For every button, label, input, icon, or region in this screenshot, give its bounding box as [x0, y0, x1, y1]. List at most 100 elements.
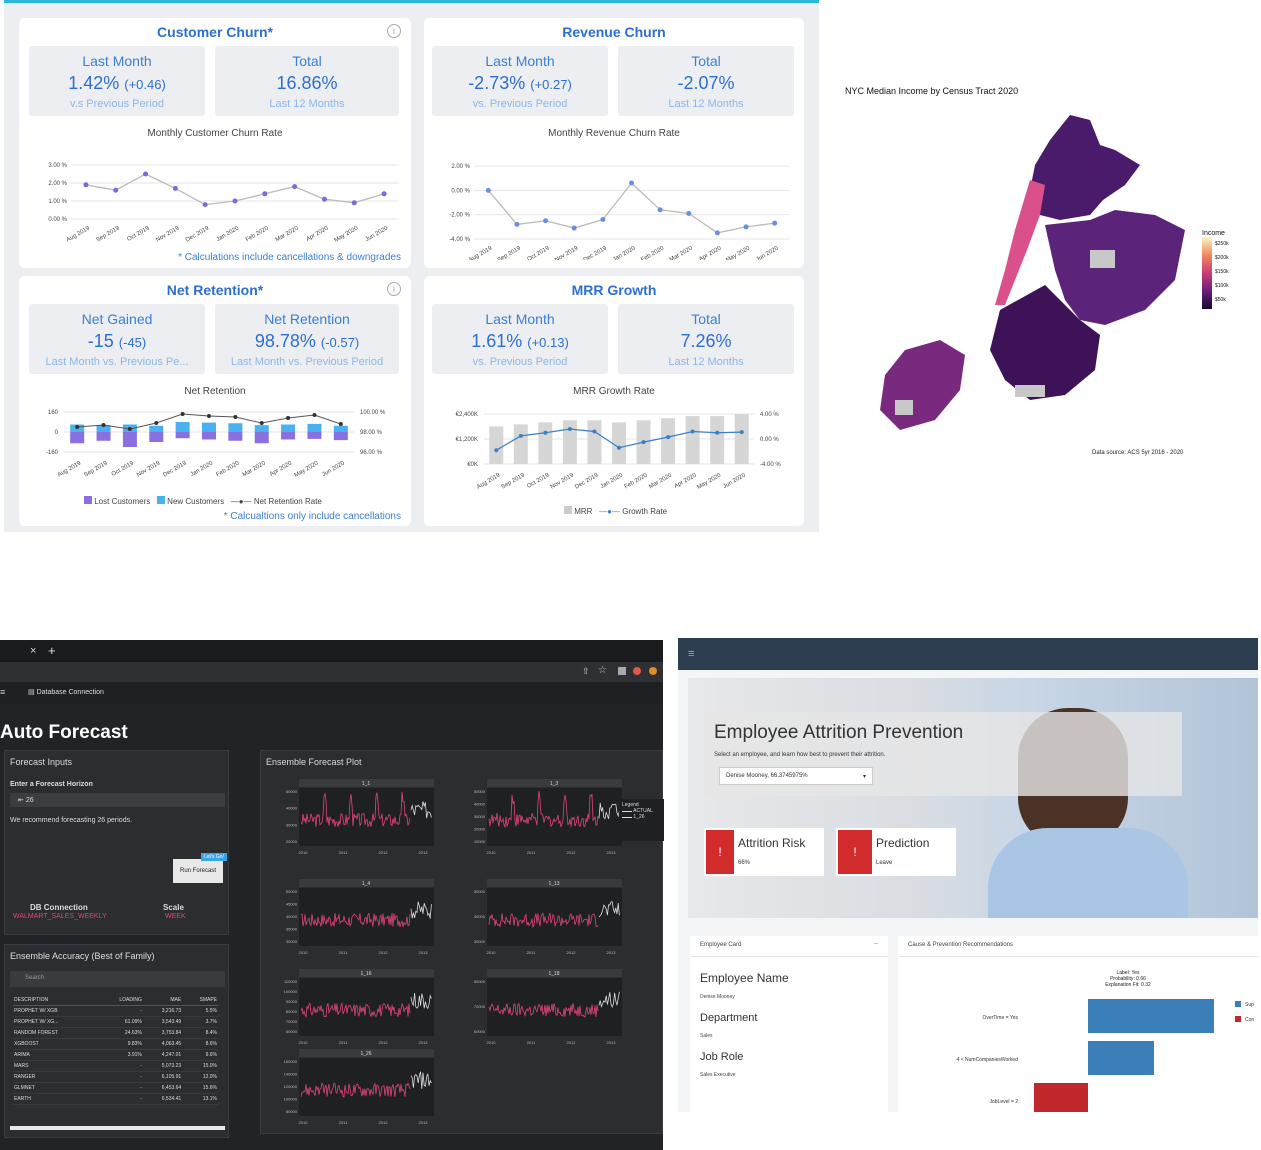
- kpi-sub: Last 12 Months: [668, 98, 744, 110]
- actual-series: [300, 1082, 411, 1098]
- y-tick-label: 50000: [286, 889, 298, 894]
- browser-tab-bar: × +: [0, 640, 663, 662]
- forecast-series: [410, 992, 432, 1010]
- growth-point: [543, 430, 548, 435]
- tab-close-icon[interactable]: ×: [30, 645, 37, 657]
- x-tick-label: 2013: [607, 1040, 617, 1045]
- mrr-bar: [587, 420, 602, 464]
- extension-icon[interactable]: [633, 667, 641, 675]
- x-tick-label: Jun 2020: [365, 225, 390, 243]
- kpi-label: Last Month: [485, 311, 555, 327]
- data-point: [262, 191, 268, 197]
- meta-label: Label: Yes: [1116, 970, 1140, 976]
- chart-title: Monthly Customer Churn Rate: [147, 128, 283, 139]
- column-header[interactable]: MAE: [142, 995, 183, 1006]
- collapse-button[interactable]: –: [874, 940, 878, 947]
- customer-churn-card: Customer Churn* i Last Month 1.42% (+0.4…: [19, 18, 411, 268]
- info-icon[interactable]: i: [387, 24, 401, 38]
- revenue-churn-card: Revenue Churn Last Month -2.73% (+0.27) …: [424, 18, 804, 268]
- x-tick-label: 2012: [567, 1040, 577, 1045]
- employee-name-value: Denise Mooney: [700, 994, 735, 1000]
- chart-note: * Calcualtions only include cancellation…: [223, 511, 401, 522]
- table-row[interactable]: PROPHET W/ XG... 61.09% 3,543.49 3.7%: [13, 1016, 218, 1028]
- kpi-sub: Last Month vs. Previous Period: [230, 356, 384, 368]
- table-row[interactable]: ARIMA 3.91% 4,247.01 9.6%: [13, 1049, 218, 1061]
- mrr-bar: [710, 416, 725, 464]
- menu-icon[interactable]: ≡: [688, 648, 695, 660]
- column-header[interactable]: SMAPE: [182, 995, 218, 1006]
- table-row[interactable]: XGBOOST 9.83% 4,063.45 8.6%: [13, 1038, 218, 1050]
- forecast-series: [410, 801, 432, 819]
- extension-icon[interactable]: [649, 667, 657, 675]
- data-point: [351, 200, 357, 206]
- table-cell: PROPHET W/ XG...: [13, 1016, 98, 1028]
- actual-series: [300, 912, 411, 928]
- table-cell: -: [97, 1082, 143, 1094]
- y-tick-label: 40000: [474, 914, 486, 919]
- y-tick-label: 40000: [474, 802, 486, 807]
- facet-panel: 1_3 50000 40000 30000 20000 10000 2010 2011 2012…: [474, 779, 622, 855]
- star-icon[interactable]: ☆: [598, 665, 607, 676]
- table-row[interactable]: PROPHET W/ XGB -3,216.73 5.5%: [13, 1005, 218, 1017]
- table-cell: 15.0%: [182, 1060, 218, 1072]
- forecast-plot-panel: Ensemble Forecast Plot 1_1 50000 40000 3000…: [260, 750, 664, 1134]
- facet-bg: [299, 888, 434, 946]
- y-tick-label: 45000: [286, 902, 298, 907]
- scale-label: Scale: [163, 903, 184, 912]
- search-input[interactable]: Search: [10, 971, 225, 987]
- facet-title: 1_13: [548, 881, 559, 887]
- data-point: [571, 225, 577, 231]
- y-tick-label: 35000: [286, 927, 298, 932]
- info-icon[interactable]: i: [387, 282, 401, 296]
- x-tick-label: Jan 2020: [190, 460, 215, 478]
- rate-point: [101, 423, 106, 427]
- table-row[interactable]: RANGER -6,105.91 12.0%: [13, 1071, 218, 1083]
- legend-tick: $200k: [1215, 255, 1229, 261]
- horizon-input[interactable]: ⇤ 26: [10, 793, 225, 807]
- menu-icon[interactable]: ≡: [0, 687, 6, 697]
- facet-title: 1_26: [360, 1051, 371, 1057]
- growth-point: [715, 430, 720, 435]
- x-tick-label: Oct 2019: [526, 472, 551, 490]
- facet-bg: [487, 788, 622, 846]
- data-point: [83, 182, 89, 188]
- lost-bar: [228, 432, 243, 441]
- column-header[interactable]: LOADING: [97, 995, 143, 1006]
- kpi-label: Last Month: [485, 53, 555, 69]
- table-row[interactable]: RANDOM FOREST 24.63% 3,753.84 8.4%: [13, 1027, 218, 1039]
- new-tab-icon[interactable]: +: [48, 643, 56, 658]
- x-tick-label: Nov 2019: [136, 460, 162, 478]
- recommendations-card: Cause & Prevention Recommendations Label…: [898, 936, 1258, 1112]
- column-header[interactable]: DESCRIPTION: [13, 995, 98, 1006]
- x-tick-label: Dec 2019: [185, 225, 211, 243]
- mrr-bar: [562, 420, 577, 464]
- x-tick-label: Mar 2020: [648, 472, 674, 490]
- kpi-label: Total: [691, 311, 721, 327]
- employee-select[interactable]: Denise Mooney, 66.3745975% ▾: [719, 767, 873, 785]
- mrr-bar: [734, 414, 749, 464]
- x-tick-label: Sep 2019: [83, 460, 109, 478]
- data-point: [485, 187, 491, 193]
- mrr-growth-card: MRR Growth Last Month 1.61% (+0.13) vs. …: [424, 276, 804, 526]
- run-forecast-button[interactable]: Run Forecast: [173, 859, 223, 883]
- x-tick-label: Jun 2020: [755, 245, 780, 260]
- growth-point: [518, 433, 523, 438]
- horizontal-scrollbar[interactable]: [10, 1126, 225, 1130]
- table-row[interactable]: MARS -5,073.23 15.0%: [13, 1060, 218, 1072]
- extension-icon[interactable]: [618, 667, 626, 675]
- x-tick-label: Mar 2020: [242, 460, 268, 478]
- forecast-series: [598, 991, 620, 1008]
- table-row[interactable]: GLMNET -6,453.64 15.6%: [13, 1082, 218, 1094]
- x-tick-label: May 2020: [696, 472, 722, 491]
- kpi-value: 1.42% (+0.46): [68, 73, 166, 93]
- share-icon[interactable]: ⇧: [582, 666, 590, 676]
- data-point: [232, 198, 238, 204]
- rate-point: [233, 415, 238, 419]
- database-connection-link[interactable]: ▤ Database Connection: [28, 689, 104, 696]
- table-row[interactable]: EARTH -6,534.41 13.1%: [13, 1093, 218, 1105]
- reco-meta: Label: Yes Probability: 0.66 Explanation…: [1078, 970, 1178, 988]
- forecast-series: [598, 901, 620, 918]
- mrr-growth-title: MRR Growth: [571, 282, 657, 298]
- kpi-value: -2.07%: [677, 73, 735, 93]
- map-park-gray: [895, 400, 913, 415]
